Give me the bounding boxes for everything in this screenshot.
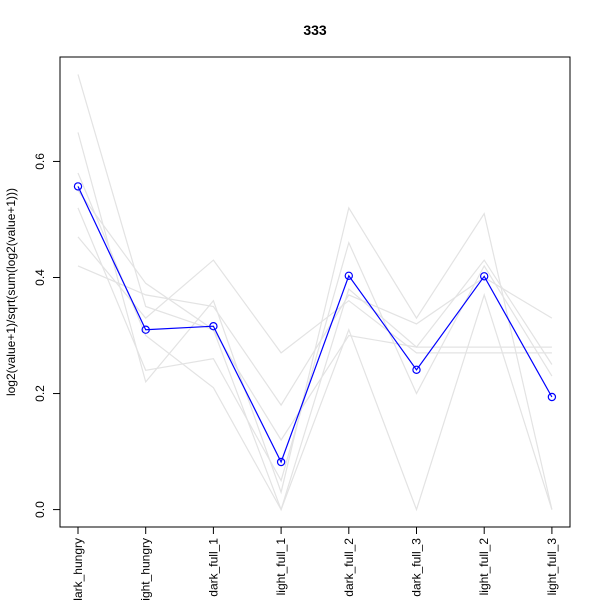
background-series-line-4: [77, 265, 553, 407]
y-tick-label-2: 0.4: [33, 269, 47, 286]
y-axis: 0.0 0.2 0.4 0.6: [33, 153, 61, 518]
x-axis: dark_hungry light_hungry dark_full_1 light_…: [71, 526, 559, 600]
y-axis-title: log2(value+1)/sqrt(sum(log2(value+1))): [4, 188, 18, 396]
x-tick-label-dark_hungry: dark_hungry: [71, 538, 85, 600]
y-tick-label-1: 0.2: [33, 385, 47, 402]
background-series-line-1: [77, 74, 553, 512]
x-tick-label-dark_full_2: dark_full_2: [342, 538, 356, 597]
highlight-point-light_full_3: [547, 392, 557, 402]
background-series-group: [77, 74, 553, 512]
highlight-point-light_full_1: [276, 457, 286, 467]
x-tick-label-dark_full_1: dark_full_1: [206, 538, 220, 597]
background-series-line-5: [77, 236, 552, 354]
highlight-point-dark_full_3: [412, 365, 421, 374]
highlight-point-dark_full_1: [209, 322, 218, 331]
highlight-point-dark_full_2: [344, 271, 353, 280]
x-tick-label-dark_full_3: dark_full_3: [410, 538, 424, 597]
x-tick-label-light_full_2: light_full_2: [477, 538, 491, 596]
y-tick-label-0: 0.0: [33, 501, 47, 518]
background-series-line-7: [77, 190, 552, 442]
x-tick-label-light_full_3: light_full_3: [545, 538, 559, 596]
highlight-series-line: [77, 186, 553, 464]
highlight-point-light_full_2: [480, 272, 489, 281]
highlight-point-light_hungry: [141, 325, 150, 334]
highlight-point-dark_hungry: [73, 182, 83, 191]
x-tick-label-light_full_1: light_full_1: [274, 538, 288, 596]
x-tick-label-light_hungry: light_hungry: [139, 538, 153, 600]
background-series-line-3: [77, 207, 553, 483]
highlight-series-group: [73, 182, 557, 467]
y-tick-label-3: 0.6: [33, 153, 47, 170]
chart-title: 333: [303, 22, 327, 38]
background-series-line-6: [77, 172, 553, 512]
